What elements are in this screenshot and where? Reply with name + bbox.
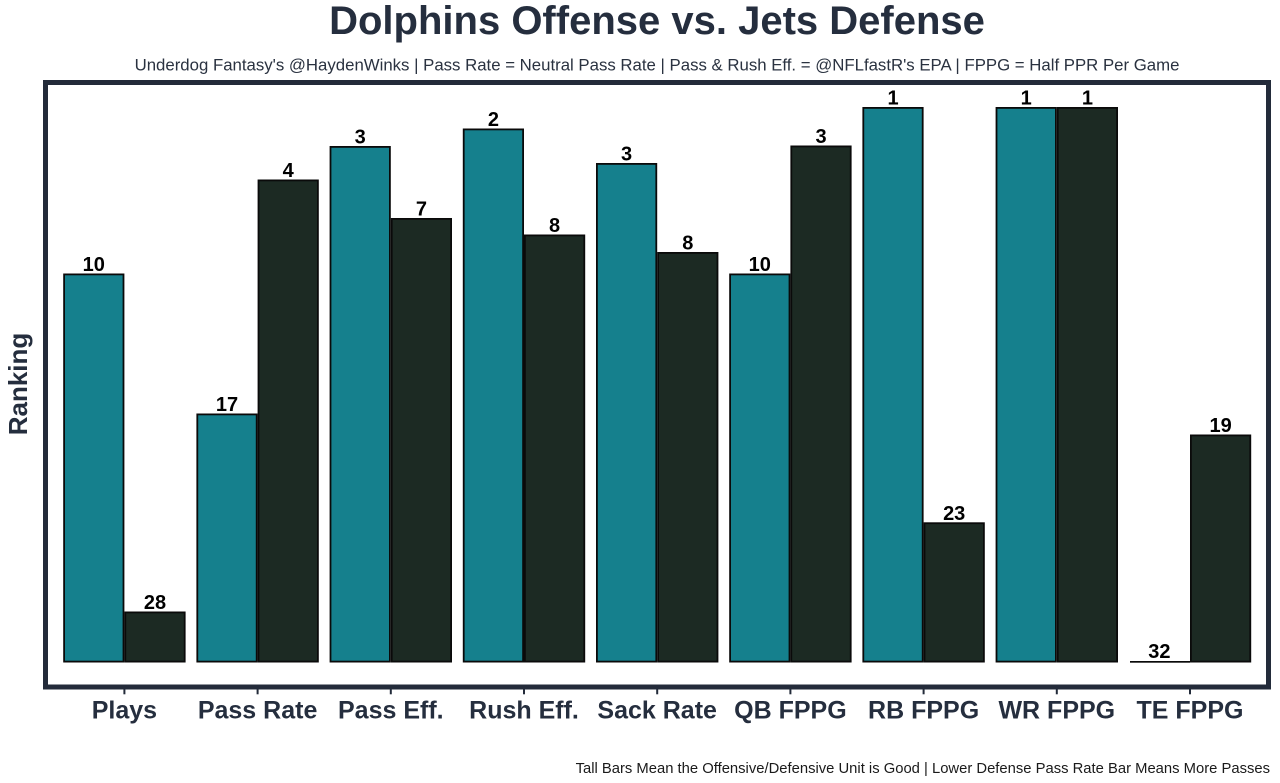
svg-text:8: 8 xyxy=(682,233,693,255)
svg-text:Tall Bars Mean the Offensive/D: Tall Bars Mean the Offensive/Defensive U… xyxy=(576,761,1270,777)
svg-text:1: 1 xyxy=(1082,88,1093,110)
svg-text:RB FPPG: RB FPPG xyxy=(868,697,979,725)
svg-text:8: 8 xyxy=(549,215,560,237)
svg-text:Sack Rate: Sack Rate xyxy=(597,697,717,725)
svg-text:7: 7 xyxy=(416,199,427,221)
svg-text:28: 28 xyxy=(144,592,166,614)
svg-text:Plays: Plays xyxy=(92,697,157,725)
svg-text:3: 3 xyxy=(815,126,826,148)
svg-text:QB FPPG: QB FPPG xyxy=(734,697,847,725)
svg-text:Pass Rate: Pass Rate xyxy=(198,697,318,725)
svg-text:1: 1 xyxy=(887,88,898,110)
svg-text:3: 3 xyxy=(355,127,366,149)
svg-text:Underdog Fantasy's @HaydenWink: Underdog Fantasy's @HaydenWinks | Pass R… xyxy=(135,56,1180,75)
svg-text:Ranking: Ranking xyxy=(3,333,33,436)
svg-text:23: 23 xyxy=(943,503,965,525)
svg-text:2: 2 xyxy=(488,109,499,131)
svg-text:10: 10 xyxy=(749,254,771,276)
svg-text:TE FPPG: TE FPPG xyxy=(1137,697,1244,725)
svg-text:1: 1 xyxy=(1021,88,1032,110)
svg-text:3: 3 xyxy=(621,144,632,166)
svg-text:4: 4 xyxy=(283,160,295,182)
svg-text:Dolphins Offense vs. Jets Defe: Dolphins Offense vs. Jets Defense xyxy=(329,0,985,43)
svg-text:17: 17 xyxy=(216,394,238,416)
svg-text:Rush Eff.: Rush Eff. xyxy=(469,697,579,725)
svg-text:32: 32 xyxy=(1148,641,1170,663)
svg-text:19: 19 xyxy=(1209,415,1231,437)
svg-text:Pass Eff.: Pass Eff. xyxy=(338,697,444,725)
svg-text:10: 10 xyxy=(83,254,105,276)
svg-text:WR FPPG: WR FPPG xyxy=(998,697,1115,725)
